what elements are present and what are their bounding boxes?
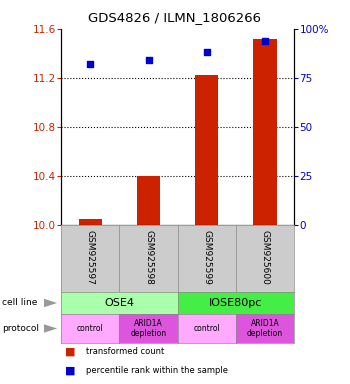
Text: ARID1A
depletion: ARID1A depletion	[247, 319, 283, 338]
Point	[204, 49, 210, 55]
Text: control: control	[193, 324, 220, 333]
Text: GSM925597: GSM925597	[86, 230, 95, 285]
Text: protocol: protocol	[2, 324, 39, 333]
Point	[88, 61, 93, 67]
Point	[146, 57, 151, 63]
Text: ■: ■	[65, 347, 75, 357]
Text: GSM925598: GSM925598	[144, 230, 153, 285]
Bar	[79, 218, 102, 225]
Text: cell line: cell line	[2, 298, 37, 308]
Polygon shape	[44, 324, 57, 333]
Text: ■: ■	[65, 366, 75, 376]
Text: IOSE80pc: IOSE80pc	[209, 298, 262, 308]
Bar	[137, 176, 160, 225]
Text: GSM925599: GSM925599	[202, 230, 211, 285]
Point	[262, 38, 268, 44]
Polygon shape	[44, 299, 57, 307]
Text: GDS4826 / ILMN_1806266: GDS4826 / ILMN_1806266	[89, 12, 261, 25]
Bar	[195, 75, 218, 225]
Text: percentile rank within the sample: percentile rank within the sample	[86, 366, 228, 375]
Text: transformed count: transformed count	[86, 347, 164, 356]
Bar	[253, 39, 276, 225]
Text: ARID1A
depletion: ARID1A depletion	[131, 319, 167, 338]
Text: OSE4: OSE4	[104, 298, 134, 308]
Text: GSM925600: GSM925600	[260, 230, 270, 285]
Text: control: control	[77, 324, 104, 333]
